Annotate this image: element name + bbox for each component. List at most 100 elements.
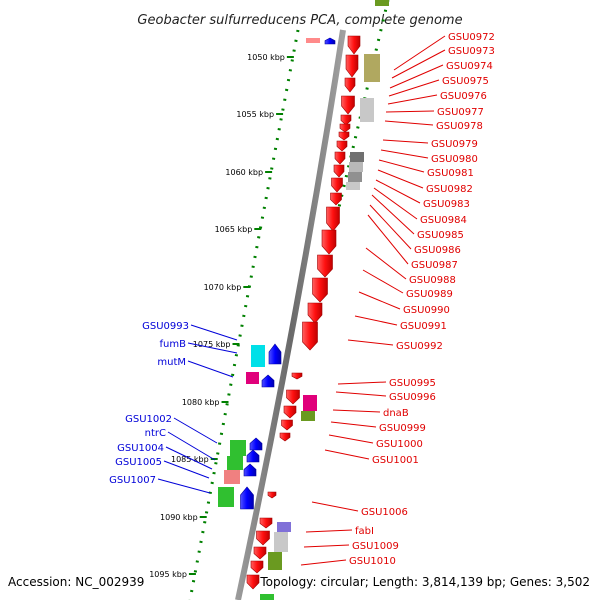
connector-line	[365, 247, 407, 280]
gene-arrow-reverse	[243, 463, 257, 477]
accession-text: Accession: NC_002939	[8, 575, 144, 589]
gene-label-right: GSU0978	[436, 121, 483, 132]
gene-arrow-forward	[340, 114, 352, 126]
gene-label-right: GSU0996	[389, 392, 436, 403]
gene-label-right: GSU0995	[389, 378, 436, 389]
connector-line	[167, 431, 216, 461]
gene-label-right: GSU0980	[431, 154, 478, 165]
gene-label-right: GSU0981	[427, 168, 474, 179]
gene-arrow-forward	[259, 517, 273, 529]
feature-box	[301, 411, 315, 421]
gene-label-right: GSU0979	[431, 139, 478, 150]
gene-arrow-reverse	[261, 374, 275, 388]
gene-arrow-forward	[339, 123, 351, 133]
gene-arrow-forward	[291, 372, 303, 380]
feature-box	[349, 162, 363, 172]
gene-label-left: GSU1002	[125, 414, 172, 425]
gene-arrow-forward	[321, 229, 337, 255]
gene-arrow-forward	[267, 491, 277, 499]
gene-label-right: GSU1009	[352, 541, 399, 552]
gene-arrow-forward	[312, 277, 328, 303]
gene-arrow-forward	[333, 164, 345, 178]
gene-label-right: GSU0976	[440, 91, 487, 102]
connector-line	[173, 417, 218, 444]
connector-line	[389, 64, 444, 89]
gene-label-left: GSU1004	[117, 443, 164, 454]
gene-label-right: GSU0982	[426, 184, 473, 195]
gene-label-left: mutM	[157, 357, 186, 368]
connector-line	[371, 194, 415, 235]
gene-arrow-forward	[281, 419, 293, 431]
scale-dotted-line	[188, 29, 300, 600]
connector-line	[393, 35, 446, 71]
scale-tick-label: 1075 kbp	[193, 340, 231, 349]
connector-line	[324, 449, 370, 460]
gene-label-right: GSU0990	[403, 305, 450, 316]
feature-box	[246, 372, 259, 384]
connector-line	[311, 501, 359, 512]
gene-arrow-forward	[279, 432, 291, 442]
scale-tick-label: 1095 kbp	[149, 570, 187, 579]
gene-label-left: GSU1007	[109, 475, 156, 486]
gene-label-right: GSU0989	[406, 289, 453, 300]
gene-label-right: fabI	[355, 526, 374, 537]
gene-arrow-forward	[256, 530, 270, 546]
gene-arrow-forward	[334, 151, 346, 165]
feature-box	[303, 395, 317, 411]
scale-tick-label: 1090 kbp	[160, 513, 198, 522]
gene-label-left: GSU1005	[115, 457, 162, 468]
connector-line	[384, 120, 434, 126]
gene-arrow-forward	[330, 192, 342, 206]
gene-label-right: GSU0983	[423, 199, 470, 210]
gene-arrow-forward	[345, 54, 359, 78]
connector-line	[373, 187, 418, 220]
gene-label-right: GSU0987	[411, 260, 458, 271]
gene-arrow-reverse	[268, 343, 282, 365]
gene-label-right: GSU0991	[400, 321, 447, 332]
scale-tick-label: 1060 kbp	[225, 168, 263, 177]
connector-line	[377, 169, 424, 189]
connector-line	[362, 269, 404, 294]
topology-text: Topology: circular; Length: 3,814,139 bp…	[259, 575, 590, 589]
connector-line	[391, 49, 446, 79]
gene-label-right: dnaB	[383, 408, 409, 419]
gene-label-right: GSU0988	[409, 275, 456, 286]
gene-label-right: GSU1006	[361, 507, 408, 518]
connector-line	[380, 149, 429, 159]
connector-line	[157, 478, 211, 494]
connector-line	[387, 94, 438, 105]
gene-arrow-forward	[253, 546, 267, 560]
scale-tick-label: 1065 kbp	[215, 225, 253, 234]
connector-line	[187, 360, 234, 378]
gene-arrow-forward	[283, 405, 297, 419]
gene-arrow-forward	[336, 140, 348, 152]
gene-arrow-forward	[338, 131, 350, 141]
feature-box	[277, 522, 291, 532]
connector-line	[335, 391, 387, 397]
feature-box	[274, 532, 288, 552]
connector-line	[378, 159, 425, 173]
connector-line	[165, 446, 213, 470]
gene-label-right: GSU1000	[376, 439, 423, 450]
gene-arrow-forward	[302, 321, 318, 351]
gene-label-left: fumB	[160, 339, 187, 350]
scale-tick-label: 1080 kbp	[182, 398, 220, 407]
feature-box	[227, 456, 243, 470]
feature-box	[268, 552, 282, 570]
gene-label-right: GSU0985	[417, 230, 464, 241]
gene-label-right: GSU0972	[448, 32, 495, 43]
connector-line	[347, 339, 394, 346]
connector-line	[330, 421, 377, 428]
scale-track: 1050 kbp 1055 kbp 1060 kbp 1065 kbp 1070 kbp…	[149, 29, 300, 600]
gene-arrow-forward	[341, 95, 355, 115]
gene-label-right: GSU0974	[446, 61, 493, 72]
connector-line	[375, 179, 421, 204]
connector-line	[163, 460, 210, 479]
feature-box	[230, 440, 246, 456]
gene-label-right: GSU0984	[420, 215, 467, 226]
gene-label-right: GSU0973	[448, 46, 495, 57]
feature-box	[251, 345, 265, 367]
scale-tick-label: 1070 kbp	[204, 283, 242, 292]
gene-track	[240, 35, 361, 590]
